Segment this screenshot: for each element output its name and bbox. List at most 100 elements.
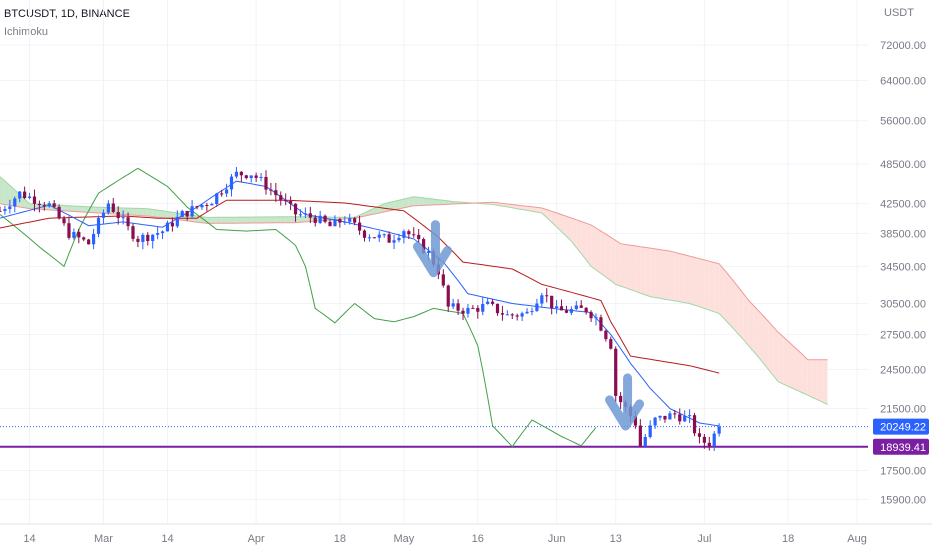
cloud-segment [389,201,395,211]
candle [658,415,662,421]
candle [77,228,81,244]
cloud-segment [546,209,552,223]
candle-body [643,437,647,447]
candle [8,199,12,214]
candle [264,170,268,195]
candle [520,311,524,321]
candle [476,305,480,319]
candle-body [461,310,465,314]
cloud-segment [738,287,744,341]
cloud-segment [305,216,311,222]
candle [697,428,702,444]
candle-body [367,237,372,239]
candle [584,306,588,315]
candle-body [446,285,450,307]
candle [461,307,465,320]
candle-body [200,204,204,208]
cloud-segment [743,294,749,346]
candle-body [284,200,288,202]
y-tick-label: 42500.00 [880,199,926,211]
candle-body [13,198,17,207]
cloud-segment [586,223,592,267]
candle [451,298,455,310]
candle [229,174,234,197]
cloud-segment [571,218,577,248]
candle-body [308,213,312,218]
cloud-segment [630,245,636,292]
candle-body [146,234,150,241]
candle [289,196,293,211]
candle-body [545,295,549,297]
chart-symbol-title[interactable]: BTCUSDT, 1D, BINANCE [4,8,130,20]
candle-body [707,442,711,447]
y-tick-label: 30500.00 [880,298,926,310]
candle-body [239,171,243,176]
indicator-label[interactable]: Ichimoku [4,26,49,38]
cloud-segment [689,256,695,306]
candle-body [520,313,524,317]
cloud-segment [266,216,271,223]
candle [466,303,470,318]
cloud-segment [615,240,621,287]
down-arrow-june-icon [605,373,645,431]
candle-body [180,211,184,217]
candle-body [530,311,534,313]
cloud-segment [408,196,414,207]
candle-body [377,234,381,238]
candle-body [77,231,81,238]
cloud-segment [802,355,808,396]
candle-body [619,395,623,403]
candle [692,412,697,437]
candle [220,189,224,197]
candle [259,172,263,182]
leading-span-b-line [0,201,828,361]
candle [160,230,165,240]
candle [535,298,539,312]
cloud-segment [64,205,69,212]
candle-body [495,303,500,314]
candle-body [87,239,91,245]
candle-body [584,307,588,313]
candle [574,300,578,311]
candle-body [481,304,485,312]
cloud-segment [532,206,537,213]
cloud-segment [403,197,409,208]
ichimoku-cloud [0,176,828,405]
candle [224,183,229,197]
candle-body [658,415,662,418]
candle [594,313,598,326]
cloud-segment [433,199,439,205]
candle-body [712,433,716,447]
candle-body [254,175,258,178]
candle [702,433,706,449]
candle [382,233,386,238]
cloud-segment [793,345,798,391]
cloud-segment [773,326,779,382]
x-tick-label: Aug [847,533,867,545]
candle [712,431,716,451]
base-line [0,199,720,374]
y-tick-label: 64000.00 [880,76,926,88]
candle-body [32,196,37,204]
candle [471,305,475,309]
candle-body [3,209,7,211]
candle [72,228,76,240]
candle [505,310,509,316]
cloud-segment [660,249,665,300]
candle [673,410,677,419]
candle [42,201,46,211]
cloud-segment [709,261,715,312]
candle-body [717,426,721,434]
candle [392,234,396,250]
arrow-stroke [412,242,438,278]
candle-body [500,313,505,315]
cloud-segment [650,248,656,298]
candle [23,186,27,200]
candle [564,305,569,314]
candle-body [668,413,672,420]
candle [486,298,490,305]
candle [500,305,505,321]
candle [62,215,66,226]
cloud-segment [69,205,74,212]
y-tick-label: 24500.00 [880,364,926,376]
